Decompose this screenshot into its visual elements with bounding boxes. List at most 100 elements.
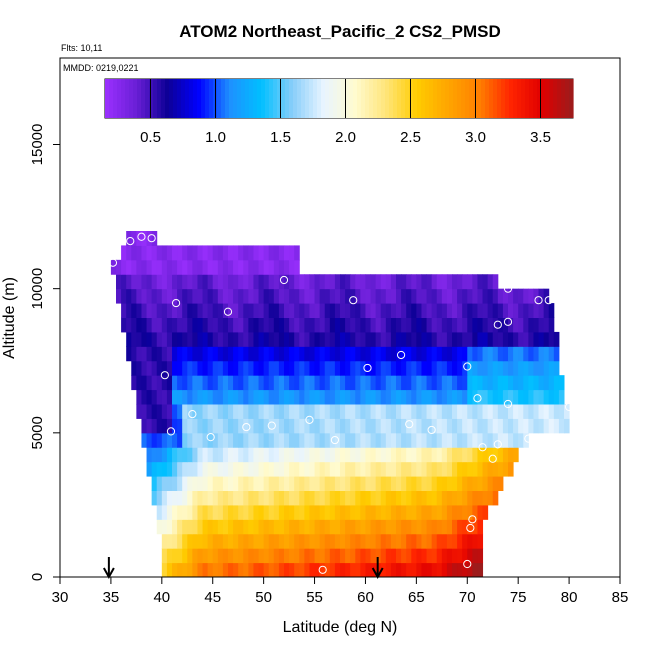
heatmap-cell [380, 317, 387, 333]
heatmap-cell [248, 519, 254, 535]
heatmap-cell [462, 389, 468, 405]
heatmap-cell [172, 389, 178, 405]
heatmap-cell [502, 303, 509, 318]
heatmap-cell [477, 519, 484, 535]
heatmap-cell [294, 346, 300, 362]
heatmap-cell [467, 288, 473, 304]
heatmap-cell [263, 389, 270, 405]
heatmap-cell [207, 447, 214, 463]
heatmap-cell [207, 404, 214, 419]
heatmap-cell [258, 418, 265, 434]
heatmap-cell [426, 274, 433, 290]
heatmap-cell [436, 548, 443, 564]
heatmap-cell [548, 331, 555, 347]
heatmap-cell [426, 519, 433, 535]
heatmap-cell [177, 274, 183, 290]
colorbar [105, 79, 574, 118]
heatmap-cell [324, 447, 331, 463]
colorbar-segment [277, 79, 282, 118]
heatmap-cell [146, 418, 153, 434]
heatmap-cell [446, 490, 453, 506]
heatmap-cell [452, 274, 458, 290]
colorbar-segment [257, 79, 262, 118]
heatmap-cell [273, 404, 280, 419]
heatmap-cell [217, 404, 224, 419]
heatmap-cell [263, 404, 270, 419]
heatmap-cell [472, 288, 478, 304]
heatmap-cell [482, 303, 489, 318]
heatmap-cell [182, 562, 188, 578]
heatmap-cell [396, 317, 402, 333]
heatmap-cell [212, 548, 219, 564]
heatmap-cell [467, 432, 473, 448]
heatmap-cell [406, 346, 412, 362]
heatmap-cell [564, 418, 570, 434]
heatmap-cell [401, 562, 407, 578]
heatmap-cell [202, 317, 209, 333]
heatmap-cell [360, 432, 366, 448]
heatmap-cell [248, 562, 254, 578]
heatmap-cell [396, 476, 402, 491]
heatmap-cell [340, 476, 346, 491]
heatmap-cell [212, 490, 219, 506]
heatmap-cell [375, 519, 382, 535]
heatmap-cell [177, 533, 183, 549]
heatmap-cell [396, 360, 402, 376]
heatmap-cell [187, 245, 193, 261]
heatmap-cell [324, 490, 331, 506]
heatmap-cell [187, 476, 193, 491]
heatmap-cell [304, 519, 310, 535]
heatmap-cell [324, 331, 331, 347]
heatmap-cell [324, 432, 331, 448]
heatmap-cell [319, 375, 326, 391]
flight-track-point [137, 232, 146, 241]
heatmap-cell [370, 504, 377, 520]
flight-track-point [503, 399, 513, 409]
heatmap-cell [365, 490, 372, 506]
heatmap-cell [477, 317, 484, 333]
heatmap-cell [426, 504, 433, 520]
heatmap-cell [289, 346, 295, 362]
heatmap-cell [324, 360, 331, 376]
heatmap-cell [436, 418, 443, 434]
heatmap-cell [273, 562, 280, 578]
colorbar-tick-label: 1.5 [270, 129, 291, 146]
heatmap-cell [278, 346, 285, 362]
heatmap-cell [472, 432, 478, 448]
flight-track-point [534, 296, 543, 305]
heatmap-cell [212, 245, 219, 261]
heatmap-cell [508, 375, 514, 391]
heatmap-cell [462, 303, 468, 318]
heatmap-cell [212, 360, 219, 376]
heatmap-cell [172, 346, 178, 362]
heatmap-cell [314, 504, 321, 520]
heatmap-cell [248, 317, 254, 333]
heatmap-cell [202, 303, 209, 318]
heatmap-cell [340, 504, 346, 520]
heatmap-cell [222, 274, 229, 290]
heatmap-cell [222, 519, 229, 535]
heatmap-cell [375, 303, 382, 318]
heatmap-cell [177, 461, 183, 477]
heatmap-cell [553, 346, 560, 362]
heatmap-cell [319, 360, 326, 376]
heatmap-cell [324, 418, 331, 434]
heatmap-cell [299, 447, 305, 463]
heatmap-cell [238, 504, 244, 520]
heatmap-cell [263, 562, 270, 578]
heatmap-cell [329, 533, 336, 549]
heatmap-cell [543, 331, 550, 347]
heatmap-cell [365, 504, 372, 520]
colorbar-segment [417, 79, 422, 118]
heatmap-cell [360, 360, 366, 376]
heatmap-cell [492, 360, 499, 376]
heatmap-cell [238, 533, 244, 549]
heatmap-cell [131, 317, 137, 333]
heatmap-cell [197, 533, 204, 549]
heatmap-cell [411, 461, 417, 477]
heatmap-cell [212, 346, 219, 362]
colorbar-segment [329, 79, 334, 118]
heatmap-cell [406, 375, 412, 391]
heatmap-cell [319, 562, 326, 578]
